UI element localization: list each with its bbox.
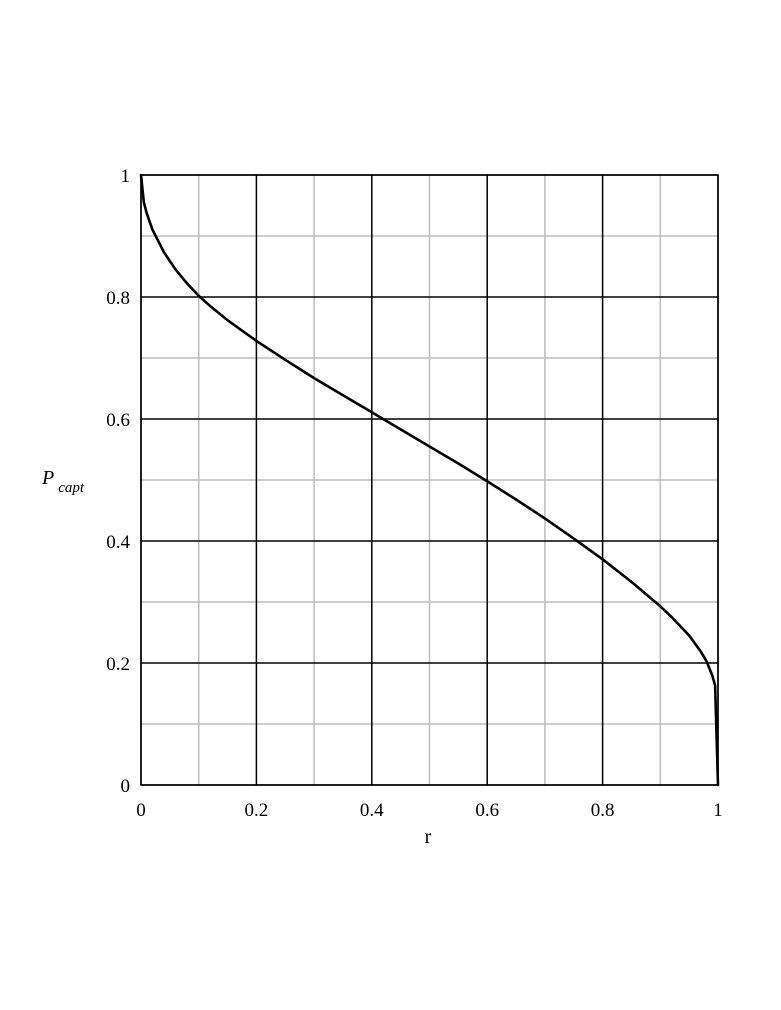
y-tick-label: 0.6 (106, 410, 130, 431)
y-axis-title: P capt (41, 467, 85, 496)
minor-grid (141, 175, 718, 785)
x-tick-label: 0.4 (360, 800, 384, 821)
y-tick-label: 0.8 (106, 288, 130, 309)
series-line (139, 173, 720, 787)
series-layer (139, 173, 720, 787)
x-tick-label: 0.8 (591, 800, 615, 821)
x-tick-label: 0.2 (245, 800, 269, 821)
x-tick-label: 1 (713, 800, 723, 821)
y-axis-title-subscript: capt (58, 480, 85, 496)
y-axis-title-main: P (41, 467, 54, 489)
x-tick-label: 0.6 (475, 800, 499, 821)
x-axis-title: r (425, 826, 432, 848)
y-tick-label: 0.2 (106, 654, 130, 675)
x-tick-label: 0 (136, 800, 146, 821)
x-axis-ticks: 0 0.2 0.4 0.6 0.8 1 (136, 800, 723, 821)
plot-frame (140, 174, 719, 786)
y-tick-label: 1 (121, 166, 131, 187)
y-tick-label: 0 (121, 776, 131, 797)
y-tick-label: 0.4 (106, 532, 130, 553)
y-axis-ticks: 0 0.2 0.4 0.6 0.8 1 (106, 166, 130, 797)
